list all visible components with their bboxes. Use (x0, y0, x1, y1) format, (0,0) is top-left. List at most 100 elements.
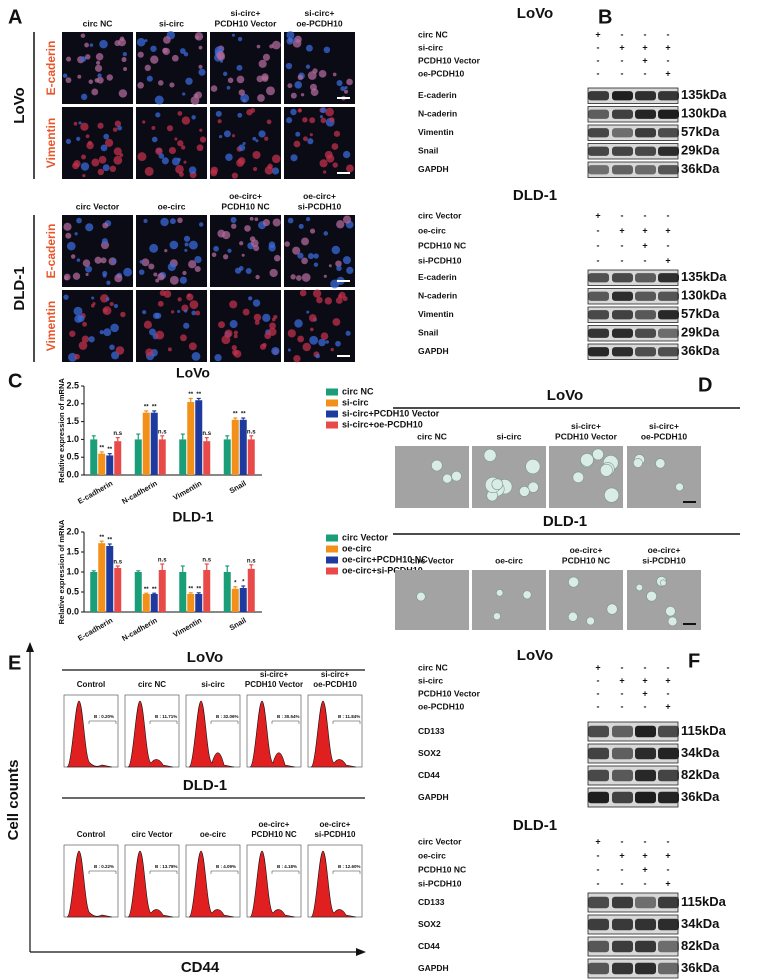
fluorescence-image (136, 215, 207, 287)
cell (231, 345, 237, 351)
histogram (188, 850, 235, 918)
column-header: oe-PCDH10 (296, 18, 343, 28)
cell (104, 138, 114, 147)
band-label: N-caderin (418, 109, 457, 119)
cell (184, 242, 189, 247)
cell (221, 335, 231, 345)
band-size: 130kDa (681, 288, 727, 303)
legend-swatch (326, 421, 338, 429)
cell (295, 275, 302, 281)
cell (211, 252, 217, 258)
cell (80, 122, 89, 131)
column-header: oe-circ (200, 830, 227, 839)
cell (102, 222, 109, 229)
cell (95, 60, 101, 65)
band (588, 918, 609, 931)
cell (293, 37, 297, 42)
band-size: 115kDa (681, 894, 727, 909)
cell (74, 314, 83, 323)
bar (90, 439, 98, 475)
cell (194, 91, 203, 99)
cell (309, 117, 316, 124)
bar (239, 419, 247, 475)
cell (255, 274, 260, 280)
gate-label: B : 0.20% (94, 714, 114, 719)
cell (290, 92, 297, 99)
cell (183, 235, 191, 242)
row-label: Vimentin (44, 301, 58, 351)
gate (88, 720, 117, 724)
cell (180, 48, 186, 54)
band (635, 273, 656, 283)
cell (166, 125, 174, 132)
bar (231, 588, 239, 612)
condition-sign: - (644, 878, 647, 888)
cell (301, 237, 309, 246)
cell (120, 311, 126, 318)
band (612, 146, 633, 156)
colony-image (472, 570, 546, 630)
cell (230, 217, 237, 224)
cell (301, 257, 308, 265)
band (588, 725, 609, 738)
condition-sign: - (644, 210, 647, 220)
cell (269, 44, 274, 49)
bar (134, 439, 142, 475)
x-tick-label: Vimentin (171, 478, 203, 502)
cell (257, 94, 265, 102)
colony-image (549, 570, 623, 630)
colony (442, 473, 453, 484)
condition-sign: - (621, 29, 624, 39)
band (612, 725, 633, 738)
cell (293, 140, 301, 148)
cell (227, 248, 232, 253)
condition-sign: - (621, 240, 624, 250)
cell (113, 155, 123, 165)
cell (113, 304, 118, 309)
bar (98, 543, 106, 612)
cell (65, 77, 72, 84)
cell (287, 329, 296, 338)
condition-label: oe-PCDH10 (418, 701, 465, 711)
band (612, 347, 633, 357)
cell (62, 73, 68, 78)
condition-sign: - (667, 240, 670, 250)
cell (109, 344, 115, 351)
band (588, 128, 609, 138)
cell (229, 320, 238, 329)
cell (177, 309, 181, 313)
cell (312, 289, 322, 298)
band (612, 310, 633, 320)
condition-sign: - (644, 701, 647, 711)
cell (231, 223, 237, 229)
cell (80, 162, 90, 171)
cell (264, 136, 269, 141)
band (635, 962, 656, 975)
band (588, 91, 609, 101)
band-label: N-caderin (418, 291, 457, 301)
cell (158, 153, 165, 159)
band-label: SOX2 (418, 919, 441, 929)
row-label: E-caderin (44, 41, 58, 96)
cell (342, 150, 351, 159)
cell (106, 280, 111, 285)
cell (99, 39, 108, 49)
colony (519, 485, 530, 497)
cell (194, 255, 202, 264)
cell (302, 342, 311, 352)
band-size: 36kDa (681, 161, 720, 176)
cell (137, 81, 144, 89)
condition-sign: - (621, 701, 624, 711)
cell (101, 238, 108, 245)
cell (80, 33, 86, 38)
condition-sign: + (642, 55, 647, 65)
cell (100, 144, 108, 152)
cell (330, 279, 340, 289)
band-label: GAPDH (418, 792, 449, 802)
bar (223, 572, 231, 612)
significance: n.s (247, 558, 256, 564)
condition-sign: - (597, 55, 600, 65)
condition-label: PCDH10 Vector (418, 55, 481, 65)
bar (179, 439, 187, 475)
histogram-frame (307, 694, 363, 768)
